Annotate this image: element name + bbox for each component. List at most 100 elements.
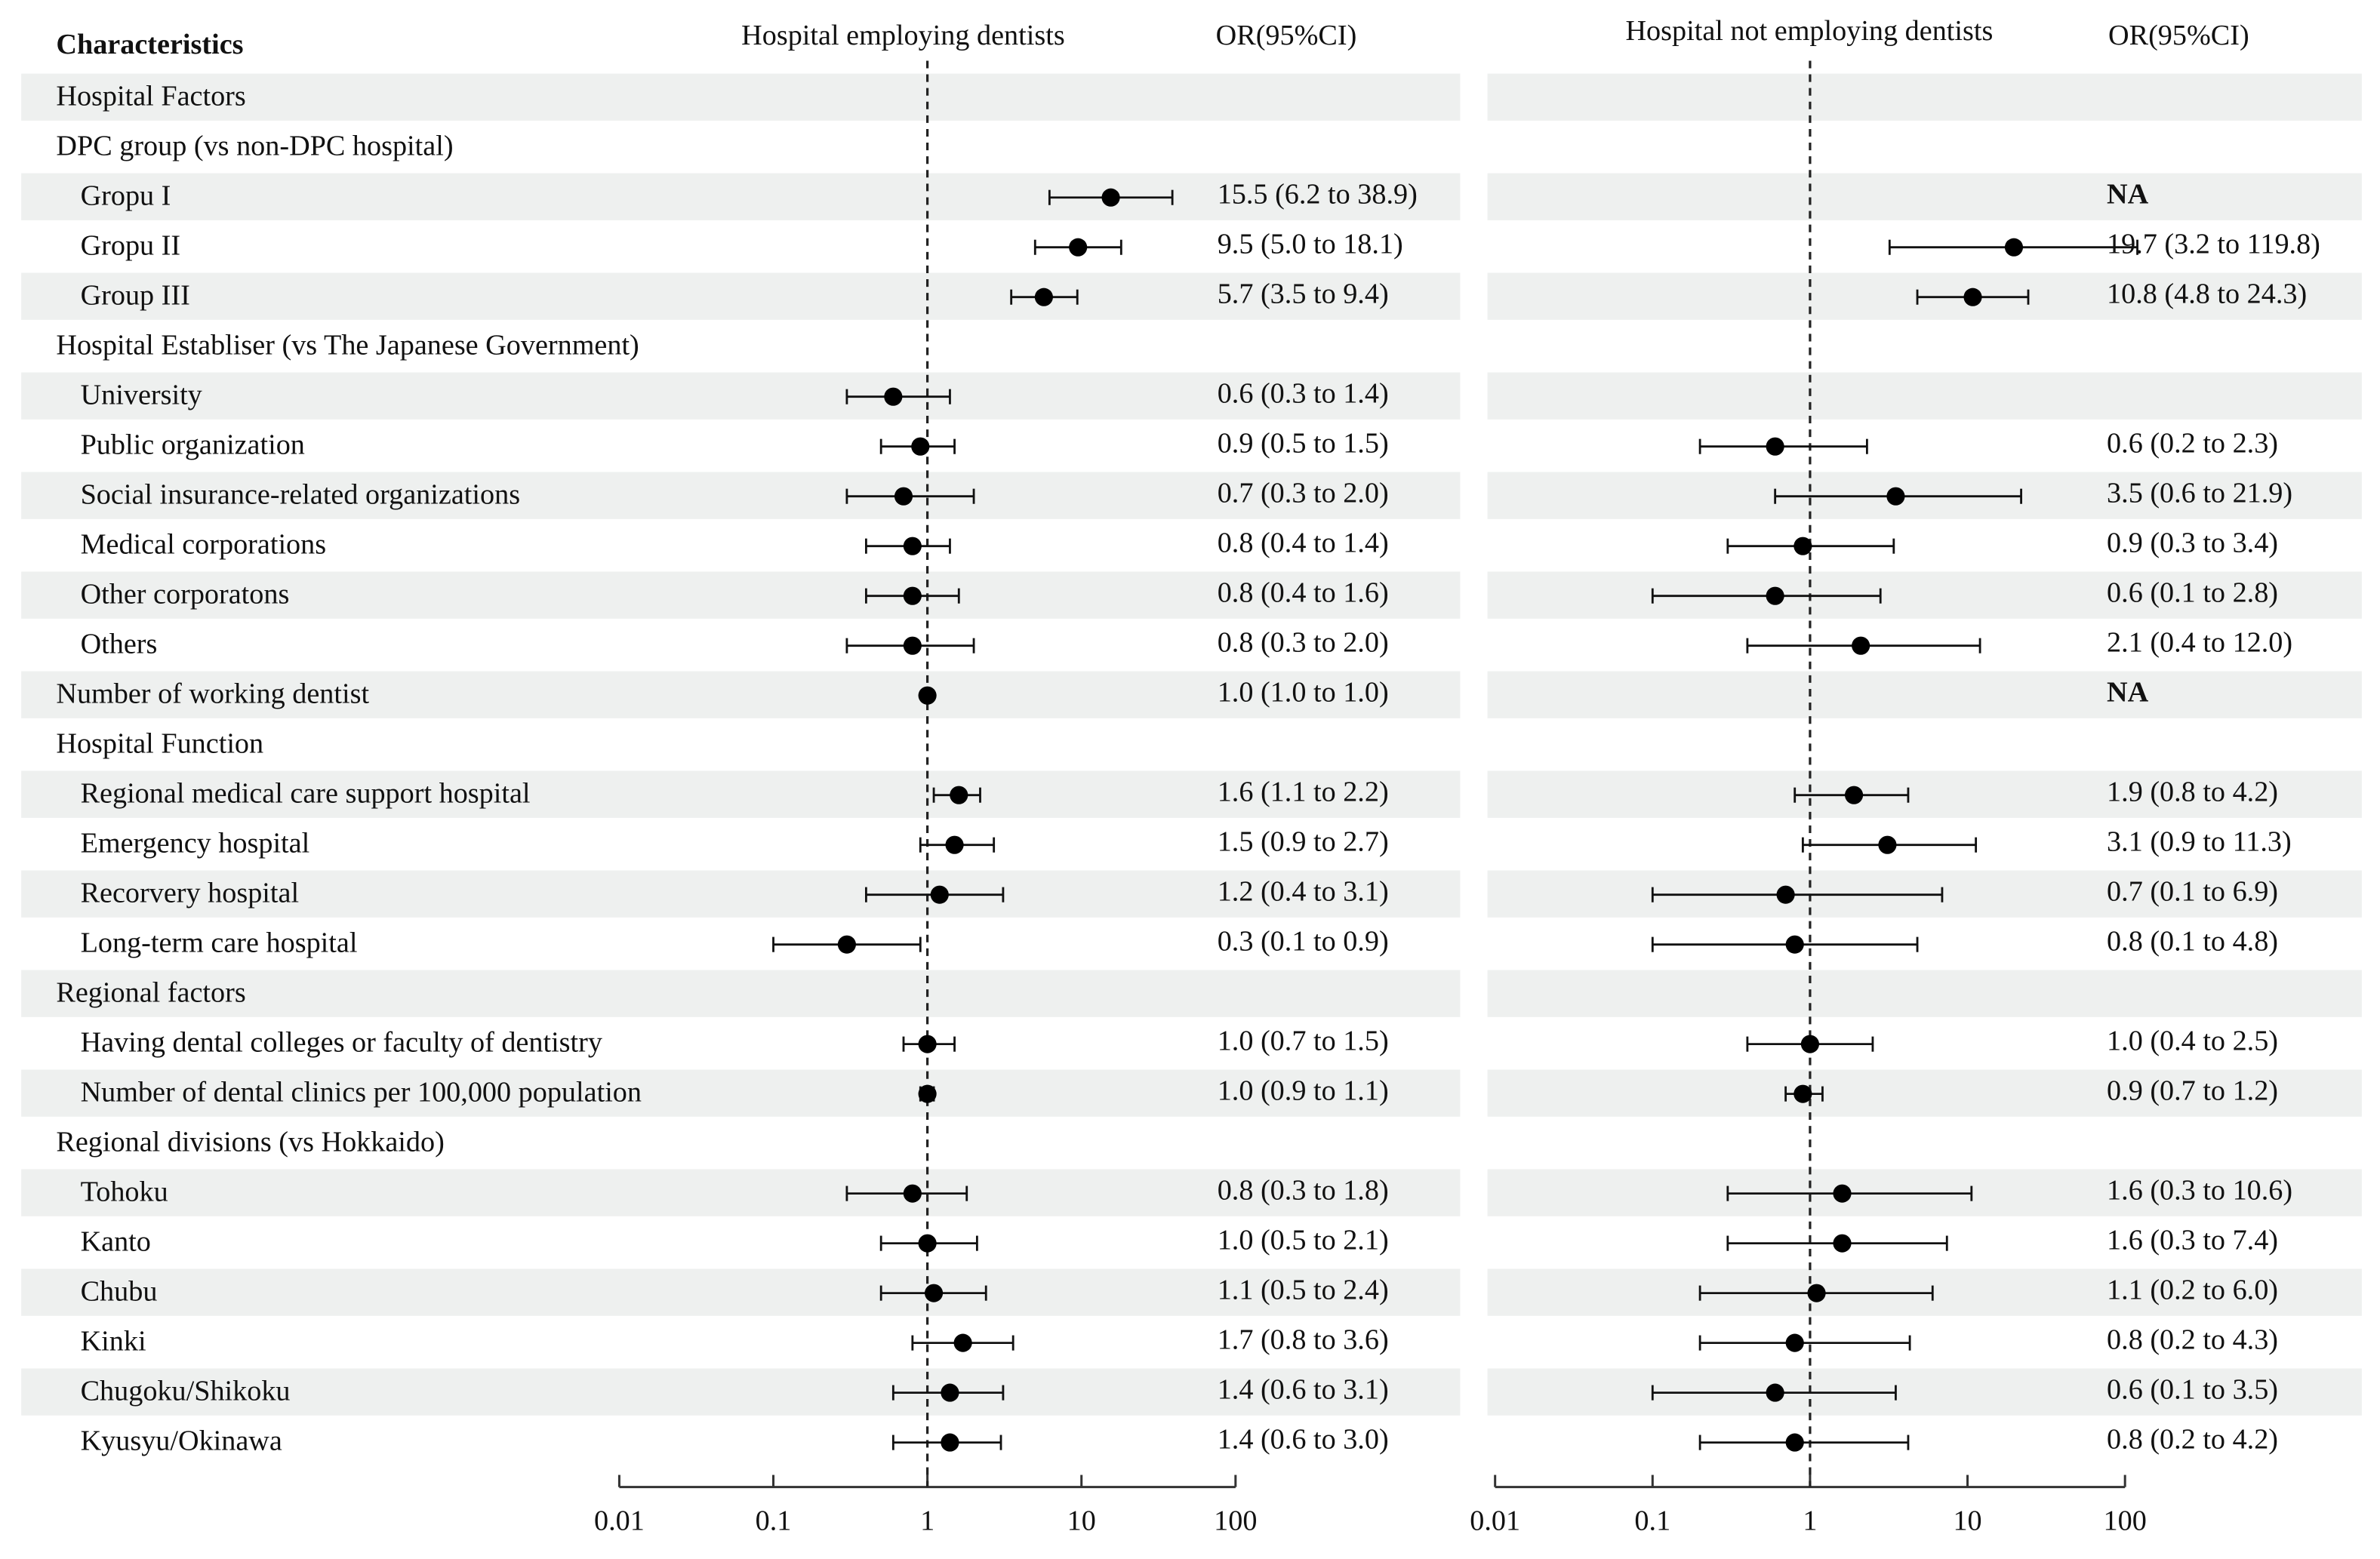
row-band: [1487, 970, 2362, 1017]
point-estimate: [1878, 835, 1897, 854]
row-label: Hospital Factors: [56, 81, 245, 112]
ci-label: 2.1 (0.4 to 12.0): [2107, 626, 2292, 658]
ci-label: 1.6 (0.3 to 7.4): [2107, 1224, 2278, 1256]
row-label: Public organization: [81, 429, 305, 460]
ci-label: 0.7 (0.1 to 6.9): [2107, 875, 2278, 907]
x-tick-label: 1: [920, 1505, 934, 1537]
ci-label: 0.6 (0.1 to 3.5): [2107, 1373, 2278, 1405]
row-label: Other corporatons: [81, 578, 290, 610]
point-estimate: [884, 387, 903, 406]
point-estimate: [950, 786, 968, 804]
row-label: Social insurance-related organizations: [81, 478, 521, 510]
ci-label: 1.0 (0.4 to 2.5): [2107, 1025, 2278, 1056]
ci-label: 5.7 (3.5 to 9.4): [1218, 278, 1389, 309]
ci-label: 0.3 (0.1 to 0.9): [1218, 925, 1389, 957]
row-band: [1487, 1368, 2362, 1416]
point-estimate: [903, 636, 922, 655]
point-estimate: [1766, 586, 1784, 605]
point-estimate: [918, 1234, 937, 1253]
row-band: [1487, 73, 2362, 121]
row-band: [21, 1069, 1461, 1117]
column-header: Characteristics: [56, 29, 243, 60]
row-band: [1487, 770, 2362, 818]
row-band: [21, 1169, 1461, 1216]
point-estimate: [894, 487, 913, 506]
point-estimate: [1785, 1433, 1804, 1452]
point-estimate: [930, 885, 949, 904]
row-label: Hospital Establiser (vs The Japanese Gov…: [56, 329, 639, 361]
point-estimate: [918, 1084, 937, 1103]
point-estimate: [1833, 1234, 1852, 1253]
ci-label: 1.6 (1.1 to 2.2): [1218, 776, 1389, 807]
point-estimate: [941, 1433, 959, 1452]
row-label: Tohoku: [81, 1176, 168, 1207]
row-band: [21, 173, 1461, 220]
row-label: Kinki: [81, 1325, 146, 1357]
point-estimate: [1785, 1333, 1804, 1352]
row-label: Gropu II: [81, 229, 181, 261]
point-estimate: [1833, 1184, 1852, 1203]
row-label: Others: [81, 628, 158, 660]
ci-label: 0.7 (0.3 to 2.0): [1218, 477, 1389, 509]
point-estimate: [1886, 487, 1905, 506]
ci-label: 3.1 (0.9 to 11.3): [2107, 826, 2292, 857]
ci-label: 9.5 (5.0 to 18.1): [1218, 228, 1403, 260]
point-estimate: [911, 437, 930, 456]
row-label: Emergency hospital: [81, 827, 310, 859]
row-label: Regional factors: [56, 976, 245, 1008]
point-estimate: [1069, 238, 1088, 257]
panel-title: Hospital not employing dentists: [1625, 15, 1993, 47]
ci-label: 0.8 (0.2 to 4.2): [2107, 1423, 2278, 1455]
ci-label: 0.8 (0.4 to 1.6): [1218, 577, 1389, 608]
x-tick-label: 10: [1067, 1505, 1096, 1537]
point-estimate: [1101, 188, 1120, 207]
row-band: [21, 372, 1461, 420]
point-estimate: [903, 586, 922, 605]
point-estimate: [918, 1035, 937, 1053]
ci-header: OR(95%CI): [1216, 20, 1357, 51]
point-estimate: [1793, 1084, 1812, 1103]
row-label: Medical corporations: [81, 528, 327, 560]
row-label: Number of dental clinics per 100,000 pop…: [81, 1076, 642, 1108]
point-estimate: [1852, 636, 1870, 655]
row-band: [21, 671, 1461, 718]
x-tick-label: 0.1: [1634, 1505, 1670, 1537]
row-label: Regional medical care support hospital: [81, 777, 531, 809]
point-estimate: [903, 537, 922, 555]
point-estimate: [1793, 537, 1812, 555]
ci-label: 1.0 (0.9 to 1.1): [1218, 1075, 1389, 1106]
ci-label: 1.5 (0.9 to 2.7): [1218, 826, 1389, 857]
point-estimate: [1776, 885, 1795, 904]
row-band: [21, 272, 1461, 320]
row-label: Having dental colleges or faculty of den…: [81, 1026, 602, 1058]
ci-label: 1.1 (0.5 to 2.4): [1218, 1274, 1389, 1305]
point-estimate: [953, 1333, 972, 1352]
ci-label: 0.9 (0.3 to 3.4): [2107, 527, 2278, 558]
row-label: Number of working dentist: [56, 678, 369, 709]
row-label: University: [81, 379, 202, 411]
row-band: [1487, 1069, 2362, 1117]
ci-label: 0.8 (0.1 to 4.8): [2107, 925, 2278, 957]
row-band: [21, 571, 1461, 619]
ci-label: 0.6 (0.1 to 2.8): [2107, 577, 2278, 608]
row-band: [21, 1268, 1461, 1316]
ci-label: 0.9 (0.5 to 1.5): [1218, 427, 1389, 459]
ci-label: 0.8 (0.4 to 1.4): [1218, 527, 1389, 558]
row-label: Regional divisions (vs Hokkaido): [56, 1126, 444, 1158]
x-tick-label: 1: [1803, 1505, 1817, 1537]
ci-label: NA: [2107, 178, 2149, 210]
ci-label: 15.5 (6.2 to 38.9): [1218, 178, 1418, 210]
ci-label: 1.1 (0.2 to 6.0): [2107, 1274, 2278, 1305]
point-estimate: [1845, 786, 1864, 804]
ci-label: 1.0 (1.0 to 1.0): [1218, 676, 1389, 708]
row-label: Hospital Function: [56, 727, 263, 759]
row-label: Kyusyu/Okinawa: [81, 1425, 282, 1456]
ci-header: OR(95%CI): [2108, 20, 2249, 51]
point-estimate: [1034, 288, 1053, 306]
point-estimate: [1807, 1284, 1826, 1302]
ci-label: 0.8 (0.3 to 2.0): [1218, 626, 1389, 658]
row-band: [21, 472, 1461, 519]
row-band: [1487, 173, 2362, 220]
ci-label: 1.0 (0.5 to 2.1): [1218, 1224, 1389, 1256]
